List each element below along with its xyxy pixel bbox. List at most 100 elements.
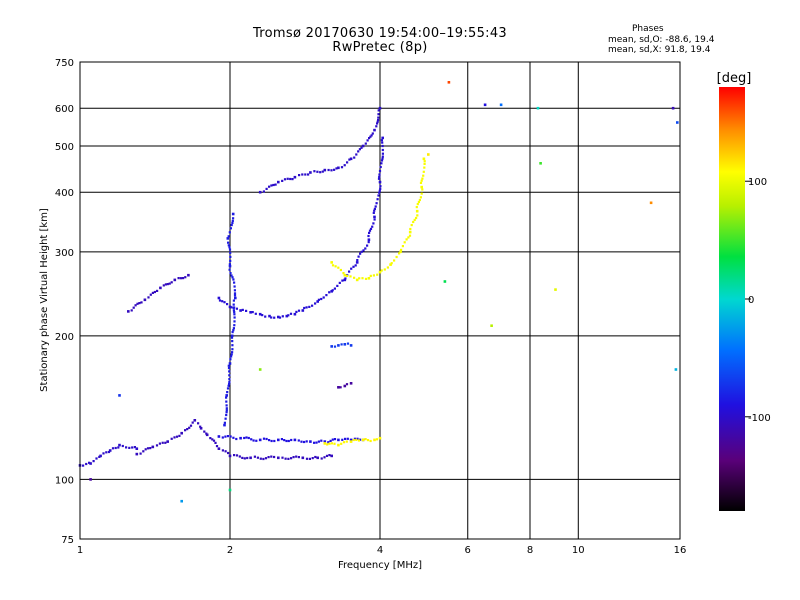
- trace-dot: [349, 275, 352, 278]
- trace-dot: [378, 169, 382, 173]
- trace-dot: [177, 277, 180, 280]
- trace-dot: [280, 438, 283, 441]
- trace-dot: [133, 446, 136, 449]
- trace-dot: [383, 268, 386, 271]
- chart-subtitle: RwPretec (8p): [332, 40, 428, 55]
- trace-dot: [393, 259, 396, 262]
- trace-dot: [325, 454, 329, 457]
- data-point: [330, 345, 333, 348]
- trace-dot: [415, 216, 418, 220]
- x-tick-label: 8: [527, 545, 533, 556]
- trace-dot: [132, 306, 135, 309]
- trace-dot: [369, 227, 373, 230]
- trace-dot: [372, 222, 375, 225]
- data-point: [99, 454, 102, 458]
- trace-dot: [417, 200, 420, 204]
- trace-dot: [252, 439, 255, 442]
- trace-dot: [355, 438, 358, 441]
- trace-dot: [359, 252, 362, 255]
- trace-dot: [327, 441, 330, 444]
- trace-dot: [377, 109, 380, 112]
- y-tick-labels: 75 100 200 300 400 500 600 750: [55, 58, 74, 546]
- trace-dot: [289, 177, 292, 181]
- data-point: [483, 103, 487, 107]
- trace-dot: [268, 185, 271, 188]
- trace-dot: [131, 446, 134, 449]
- trace-dot: [170, 437, 173, 440]
- trace-dot: [322, 296, 325, 299]
- trace-dot: [364, 142, 367, 145]
- trace-dot: [270, 316, 273, 319]
- series-4: [217, 136, 384, 319]
- trace-dot: [227, 241, 230, 244]
- data-point: [330, 454, 333, 458]
- trace-dot: [147, 296, 150, 299]
- trace-dot: [281, 179, 284, 182]
- trace-dot: [337, 266, 340, 269]
- trace-dot: [336, 284, 339, 287]
- trace-dot: [314, 302, 317, 305]
- trace-dot: [378, 175, 381, 178]
- data-point: [361, 438, 365, 442]
- colorbar-ticks: 100 0 -100: [745, 177, 771, 424]
- stats-o-mean: -88.6: [665, 35, 689, 45]
- trace-dot: [378, 191, 381, 194]
- stats-x-mean: 91.8: [664, 45, 685, 55]
- trace-dot: [381, 152, 384, 155]
- trace-dot: [346, 342, 350, 345]
- data-point: [316, 300, 319, 303]
- trace-dot: [289, 312, 293, 315]
- trace-dot: [369, 439, 372, 443]
- trace-dot: [355, 153, 358, 156]
- data-point: [225, 394, 228, 397]
- trace-dot: [151, 291, 154, 294]
- trace-dot: [245, 309, 248, 312]
- trace-dot: [303, 440, 306, 444]
- trace-dot: [317, 298, 320, 301]
- trace-dot: [243, 436, 246, 440]
- trace-dot: [228, 231, 231, 234]
- trace-dot: [328, 291, 331, 294]
- trace-dot: [228, 263, 231, 266]
- trace-dot: [229, 259, 232, 262]
- trace-dot: [356, 437, 359, 440]
- y-tick-label: 300: [55, 248, 74, 259]
- trace-dot: [342, 441, 346, 444]
- trace-dot: [265, 437, 268, 441]
- trace-dot: [231, 331, 234, 334]
- data-point: [193, 419, 197, 422]
- trace-dot: [128, 446, 131, 449]
- data-point: [205, 433, 209, 437]
- data-point: [151, 445, 155, 449]
- trace-dot: [285, 439, 288, 443]
- trace-dot: [164, 283, 167, 286]
- data-point: [228, 264, 232, 268]
- data-point: [539, 162, 542, 165]
- data-points: [78, 81, 679, 503]
- data-point: [226, 237, 230, 240]
- trace-dot: [415, 206, 418, 209]
- trace-dot: [156, 289, 159, 292]
- trace-dot: [231, 276, 234, 279]
- trace-dot: [375, 438, 378, 441]
- trace-dot: [314, 455, 317, 459]
- x-axis-label: Frequency [MHz]: [338, 560, 422, 571]
- data-point: [187, 273, 190, 277]
- data-point: [293, 175, 297, 179]
- trace-dot: [225, 413, 228, 417]
- trace-dot: [377, 113, 380, 116]
- data-point: [228, 362, 232, 365]
- data-point: [217, 447, 221, 450]
- data-point: [301, 309, 305, 312]
- trace-dot: [307, 173, 310, 176]
- trace-dot: [233, 313, 236, 316]
- series-2: [217, 435, 365, 444]
- trace-dot: [161, 441, 164, 444]
- x-tick-label: 2: [227, 545, 233, 556]
- trace-dot: [320, 439, 323, 442]
- trace-dot: [287, 314, 290, 317]
- trace-dot: [184, 276, 187, 279]
- data-point: [234, 296, 237, 300]
- trace-dot: [380, 269, 383, 272]
- trace-dot: [149, 293, 152, 296]
